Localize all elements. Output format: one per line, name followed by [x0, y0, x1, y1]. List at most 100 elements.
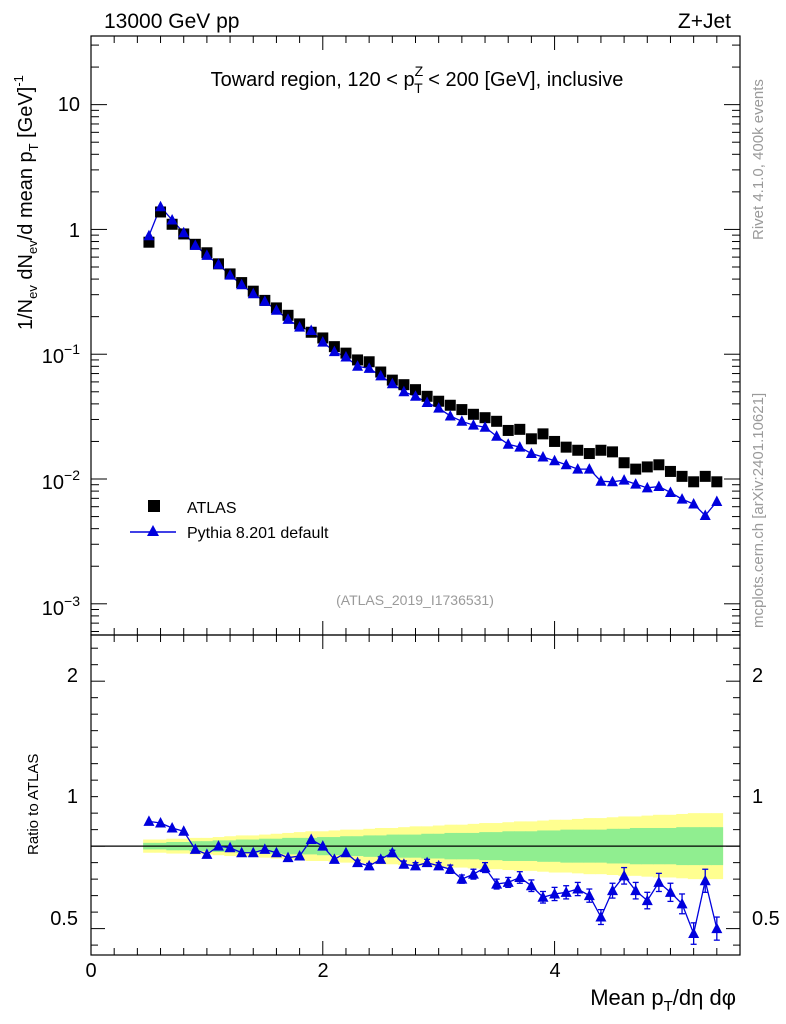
ratio-point	[247, 846, 259, 858]
ratio-point	[212, 840, 224, 851]
atlas-point	[456, 404, 468, 416]
atlas-point	[607, 446, 619, 458]
pythia-point	[676, 493, 688, 504]
atlas-point	[641, 461, 653, 473]
pythia-point	[178, 226, 190, 238]
main-data	[143, 200, 723, 521]
ratio-point	[479, 861, 491, 873]
ratio-point	[224, 841, 236, 853]
chart-title: Toward region, 120 < pZ T < 200 [GeV], in…	[211, 63, 624, 96]
mcplots-label: mcplots.cern.ch [arXiv:2401.10621]	[750, 393, 767, 628]
ratio-ytick-2: 2	[67, 665, 78, 687]
ratio-point	[178, 825, 190, 836]
ratio-ytick-right-0.5: 0.5	[752, 908, 780, 930]
ratio-point	[305, 833, 317, 845]
pythia-point	[560, 458, 572, 470]
atlas-point	[398, 379, 410, 391]
ratio-panel-frame	[90, 634, 741, 956]
pythia-point	[607, 475, 619, 487]
atlas-point	[618, 457, 630, 469]
ratio-point	[699, 874, 711, 886]
pythia-point	[653, 480, 665, 492]
pythia-point	[352, 360, 364, 371]
atlas-point	[583, 448, 595, 460]
ratio-point	[340, 846, 352, 858]
ratio-point	[410, 859, 421, 871]
pythia-point	[711, 495, 723, 507]
atlas-point	[699, 470, 711, 482]
ytick-label-1: 1	[69, 220, 80, 242]
ratio-point	[618, 869, 630, 881]
atlas-point	[572, 444, 584, 456]
pythia-point	[618, 474, 630, 485]
axis-ticks	[90, 36, 741, 955]
pythia-point	[224, 269, 236, 280]
pythia-point	[270, 304, 282, 315]
atlas-point	[711, 476, 723, 488]
ytick-label-0.001: 10−3	[42, 593, 80, 620]
ratio-ytick-right-1: 1	[752, 786, 763, 808]
ratio-point	[630, 884, 642, 896]
pythia-point	[583, 463, 595, 474]
pythia-point	[514, 441, 526, 452]
main-panel-frame	[90, 35, 741, 636]
ratio-point	[502, 876, 514, 887]
atlas-point	[664, 465, 676, 477]
pythia-point	[166, 213, 178, 225]
ratio-point	[444, 863, 456, 874]
atlas-point	[502, 424, 514, 436]
pythia-point	[155, 200, 167, 212]
ratio-point	[317, 840, 329, 851]
x-axis-label: Mean pT/dη dφ	[590, 985, 736, 1015]
ratio-point	[143, 815, 155, 826]
ratio-point	[363, 859, 375, 871]
ratio-point	[386, 846, 398, 858]
pythia-point	[502, 438, 514, 449]
pythia-point	[688, 498, 700, 509]
atlas-point	[479, 412, 491, 424]
pythia-point	[595, 475, 607, 486]
pythia-point	[433, 402, 445, 413]
ratio-point	[491, 878, 503, 889]
atlas-point	[514, 423, 526, 435]
atlas-point	[155, 206, 167, 218]
atlas-point	[444, 399, 456, 411]
ratio-point	[259, 843, 271, 854]
ratio-point	[525, 879, 537, 891]
pythia-point	[491, 430, 503, 441]
atlas-point	[352, 354, 364, 366]
legend-pythia-marker	[147, 525, 159, 536]
pythia-point	[143, 229, 155, 241]
ytick-label-10: 10	[58, 94, 80, 116]
atlas-point	[653, 459, 665, 471]
atlas-point	[549, 435, 561, 447]
pythia-point	[664, 486, 676, 497]
pythia-point	[699, 509, 711, 521]
ratio-ytick-right-2: 2	[752, 665, 763, 687]
ratio-point	[583, 889, 595, 901]
analysis-label: (ATLAS_2019_I1736531)	[336, 592, 494, 608]
pythia-point	[189, 239, 201, 250]
pythia-point	[317, 336, 329, 347]
ratio-y-label: Ratio to ATLAS	[25, 754, 42, 855]
ratio-point	[201, 848, 213, 859]
pythia-point	[572, 463, 584, 474]
ratio-point	[189, 843, 201, 854]
pythia-point	[537, 451, 549, 462]
legend-pythia-label: Pythia 8.201 default	[187, 525, 329, 542]
ratio-point	[270, 846, 282, 858]
pythia-point	[549, 454, 561, 466]
pythia-point	[456, 415, 468, 426]
atlas-point	[560, 441, 572, 453]
atlas-point	[525, 433, 537, 445]
header-right: Z+Jet	[678, 10, 731, 33]
y-axis-label: 1/Nev dNev/d mean pT [GeV]-1	[11, 75, 41, 330]
pythia-point	[479, 421, 491, 432]
ratio-point	[433, 859, 445, 871]
ratio-point	[375, 853, 387, 864]
pythia-point	[247, 287, 259, 299]
pythia-point	[305, 324, 317, 335]
ratio-point	[664, 886, 676, 897]
atlas-point	[595, 444, 607, 456]
